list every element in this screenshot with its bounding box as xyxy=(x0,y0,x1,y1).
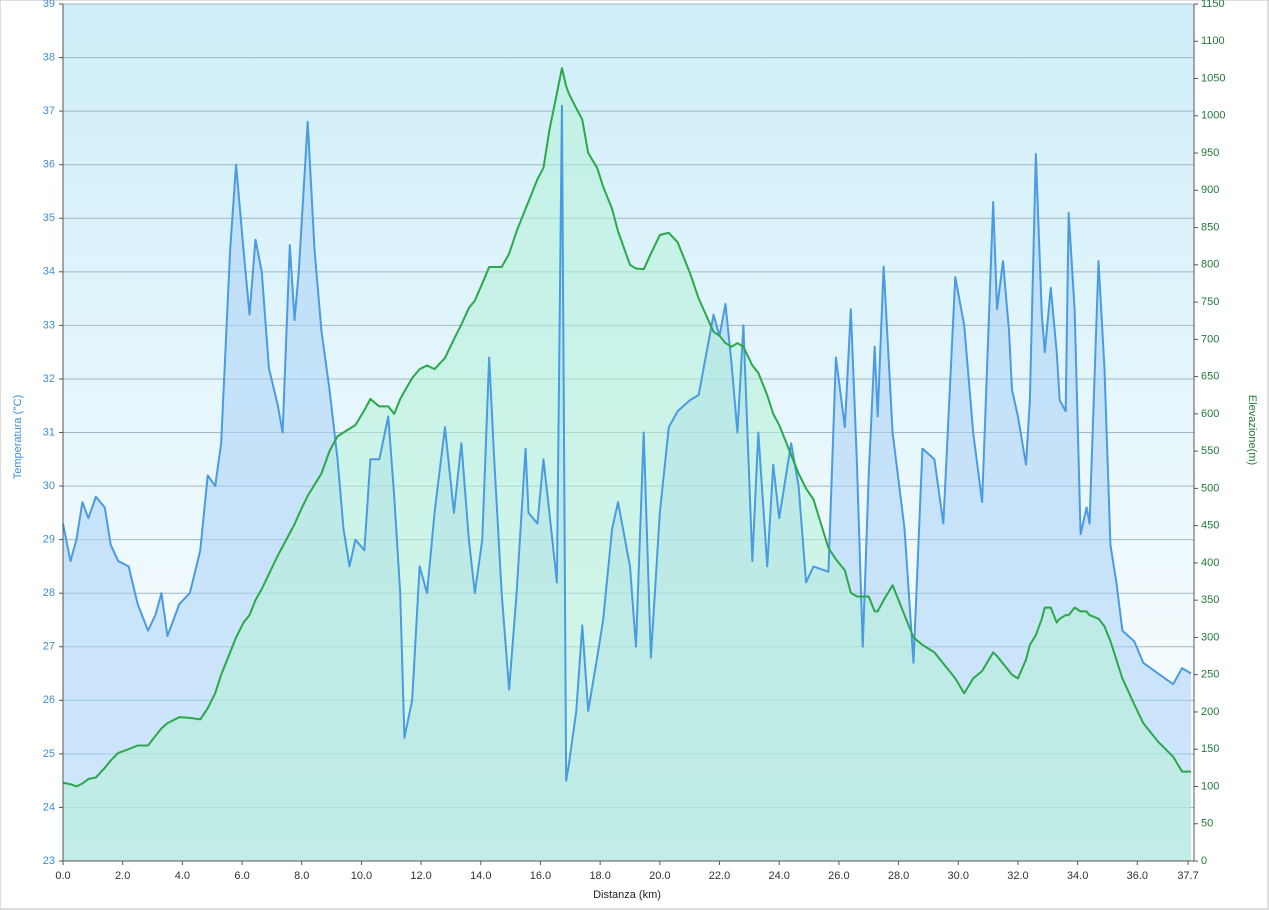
x-tick-label: 20.0 xyxy=(649,870,670,882)
x-tick-label: 26.0 xyxy=(828,870,849,882)
y-tick-label: 24 xyxy=(43,801,55,813)
y2-tick-label: 900 xyxy=(1201,184,1219,196)
y-tick-label: 33 xyxy=(43,319,55,331)
x-tick-label: 0.0 xyxy=(55,870,70,882)
x-axis-title: Distanza (km) xyxy=(593,889,661,901)
x-tick-label: 30.0 xyxy=(948,870,969,882)
x-tick-label: 22.0 xyxy=(709,870,730,882)
x-tick-label: 24.0 xyxy=(768,870,789,882)
y-tick-label: 36 xyxy=(43,159,55,171)
y2-tick-label: 400 xyxy=(1201,557,1219,569)
axes: 23 24 25 26 27 28 29 30 31 32 33 34 35 36 37 38 39 0 50 100… xyxy=(43,0,1226,882)
y2-tick-label: 50 xyxy=(1201,818,1213,830)
y2-tick-label: 600 xyxy=(1201,408,1219,420)
y2-tick-label: 1050 xyxy=(1201,72,1225,84)
y-tick-label: 23 xyxy=(43,855,55,867)
y2-tick-label: 1100 xyxy=(1201,35,1225,47)
y-tick-label: 35 xyxy=(43,212,55,224)
x-tick-label: 6.0 xyxy=(234,870,249,882)
y-tick-label: 26 xyxy=(43,694,55,706)
y2-tick-label: 250 xyxy=(1201,669,1219,681)
x-tick-label: 4.0 xyxy=(175,870,190,882)
y2-tick-label: 800 xyxy=(1201,259,1219,271)
x-tick-label: 37.7 xyxy=(1177,870,1198,882)
y2-tick-label: 1000 xyxy=(1201,110,1225,122)
y-tick-label: 32 xyxy=(43,373,55,385)
y-tick-label: 39 xyxy=(43,0,55,10)
y-tick-label: 31 xyxy=(43,426,55,438)
y2-tick-label: 500 xyxy=(1201,482,1219,494)
y2-tick-label: 650 xyxy=(1201,371,1219,383)
area-fill xyxy=(63,68,1192,862)
x-tick-label: 32.0 xyxy=(1007,870,1028,882)
x-tick-label: 2.0 xyxy=(115,870,130,882)
y2-tick-label: 950 xyxy=(1201,147,1219,159)
y2-tick-label: 700 xyxy=(1201,333,1219,345)
y2-tick-label: 450 xyxy=(1201,520,1219,532)
y2-tick-label: 300 xyxy=(1201,631,1219,643)
y-tick-label: 25 xyxy=(43,748,55,760)
plot xyxy=(62,67,1192,862)
y-tick-label: 28 xyxy=(43,587,55,599)
x-tick-label: 16.0 xyxy=(530,870,551,882)
y-tick-label: 34 xyxy=(43,266,55,278)
y2-tick-label: 1150 xyxy=(1201,0,1225,10)
x-tick-label: 14.0 xyxy=(470,870,491,882)
y-tick-label: 37 xyxy=(43,105,55,117)
y2-axis-title: Elevazione(m) xyxy=(1246,395,1258,465)
y2-tick-label: 850 xyxy=(1201,221,1219,233)
y2-tick-label: 750 xyxy=(1201,296,1219,308)
y2-tick-label: 150 xyxy=(1201,743,1219,755)
y-tick-label: 30 xyxy=(43,480,55,492)
y2-tick-label: 0 xyxy=(1201,855,1207,867)
y2-tick-label: 100 xyxy=(1201,780,1219,792)
x-tick-label: 8.0 xyxy=(294,870,309,882)
x-tick-label: 36.0 xyxy=(1127,870,1148,882)
y2-tick-label: 200 xyxy=(1201,706,1219,718)
y2-tick-label: 350 xyxy=(1201,594,1219,606)
x-tick-label: 28.0 xyxy=(888,870,909,882)
x-tick-label: 34.0 xyxy=(1067,870,1088,882)
x-tick-label: 12.0 xyxy=(410,870,431,882)
y-axis-title: Temperatura (°C) xyxy=(12,395,24,479)
y-tick-label: 29 xyxy=(43,534,55,546)
y2-tick-label: 550 xyxy=(1201,445,1219,457)
series-line xyxy=(62,104,1192,782)
series-line xyxy=(62,67,1192,788)
x-tick-label: 18.0 xyxy=(589,870,610,882)
x-tick-label: 10.0 xyxy=(351,870,372,882)
y-tick-label: 38 xyxy=(43,51,55,63)
y-tick-label: 27 xyxy=(43,641,55,653)
